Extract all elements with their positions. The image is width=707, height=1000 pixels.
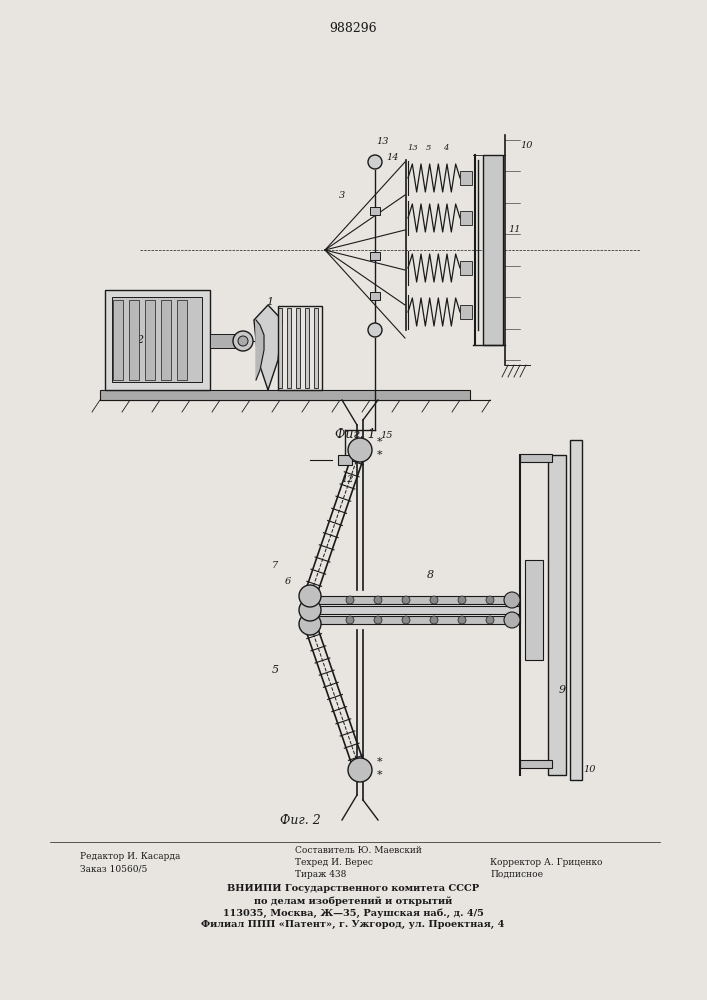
Text: 10: 10: [521, 140, 533, 149]
Text: Фиг. 1: Фиг. 1: [334, 428, 375, 442]
Text: *: *: [378, 450, 382, 460]
Bar: [520, 760, 552, 768]
Circle shape: [368, 323, 382, 337]
Text: 5: 5: [271, 665, 279, 675]
Bar: [287, 308, 291, 388]
Bar: [370, 207, 380, 215]
Text: 8: 8: [426, 570, 433, 580]
Bar: [177, 300, 187, 380]
Text: 13: 13: [377, 137, 390, 146]
Text: 12: 12: [341, 476, 354, 485]
Polygon shape: [254, 305, 282, 390]
Bar: [460, 305, 472, 319]
Circle shape: [348, 758, 372, 782]
Circle shape: [402, 616, 410, 624]
Polygon shape: [256, 320, 264, 380]
Circle shape: [238, 336, 248, 346]
Bar: [296, 308, 300, 388]
Text: 113035, Москва, Ж—35, Раушская наб., д. 4/5: 113035, Москва, Ж—35, Раушская наб., д. …: [223, 908, 484, 918]
Text: по делам изобретений и открытий: по делам изобретений и открытий: [254, 896, 452, 906]
Text: 2: 2: [136, 335, 144, 345]
Bar: [548, 455, 566, 775]
Text: Тираж 438: Тираж 438: [295, 870, 346, 879]
Text: 5: 5: [426, 144, 431, 152]
Circle shape: [430, 616, 438, 624]
Bar: [278, 306, 322, 390]
Circle shape: [346, 616, 354, 624]
Text: *: *: [378, 437, 382, 447]
Text: *: *: [378, 770, 382, 780]
Text: 13: 13: [408, 144, 419, 152]
Text: 15: 15: [381, 430, 393, 440]
Bar: [460, 211, 472, 225]
Bar: [305, 308, 309, 388]
Circle shape: [486, 616, 494, 624]
Text: 3: 3: [339, 190, 345, 200]
Text: *: *: [378, 757, 382, 767]
Bar: [113, 300, 123, 380]
Circle shape: [299, 613, 321, 635]
Text: Филиал ППП «Патент», г. Ужгород, ул. Проектная, 4: Филиал ППП «Патент», г. Ужгород, ул. Про…: [201, 920, 505, 929]
Text: Корректор А. Гриценко: Корректор А. Гриценко: [490, 858, 602, 867]
Bar: [314, 308, 318, 388]
Circle shape: [458, 616, 466, 624]
Bar: [460, 261, 472, 275]
Text: 4: 4: [443, 144, 449, 152]
Bar: [310, 606, 520, 614]
Circle shape: [348, 438, 372, 462]
Text: Техред И. Верес: Техред И. Верес: [295, 858, 373, 867]
Text: 7: 7: [272, 560, 278, 570]
Bar: [310, 596, 520, 604]
Circle shape: [346, 596, 354, 604]
Circle shape: [402, 596, 410, 604]
Bar: [570, 440, 582, 780]
Circle shape: [299, 585, 321, 607]
Circle shape: [374, 616, 382, 624]
Circle shape: [233, 331, 253, 351]
Text: Фиг. 2: Фиг. 2: [280, 814, 320, 826]
Text: ВНИИПИ Государственного комитета СССР: ВНИИПИ Государственного комитета СССР: [227, 884, 479, 893]
Text: Подписное: Подписное: [490, 870, 543, 879]
Circle shape: [368, 155, 382, 169]
Text: 14: 14: [387, 153, 399, 162]
Bar: [105, 290, 210, 390]
Bar: [520, 454, 552, 462]
Bar: [370, 292, 380, 300]
Bar: [525, 560, 543, 660]
Circle shape: [504, 592, 520, 608]
Text: 1: 1: [267, 297, 274, 307]
Bar: [460, 171, 472, 185]
Bar: [129, 300, 139, 380]
Text: 9: 9: [559, 685, 566, 695]
Text: Редактор И. Касарда: Редактор И. Касарда: [80, 852, 180, 861]
Bar: [100, 390, 470, 400]
Bar: [483, 155, 503, 345]
Text: Заказ 10560/5: Заказ 10560/5: [80, 864, 147, 873]
Bar: [310, 616, 520, 624]
Bar: [161, 300, 171, 380]
Bar: [338, 455, 352, 465]
Bar: [278, 308, 282, 388]
Bar: [210, 334, 235, 348]
Text: 11: 11: [509, 226, 521, 234]
Circle shape: [458, 596, 466, 604]
Text: Составитель Ю. Маевский: Составитель Ю. Маевский: [295, 846, 422, 855]
Circle shape: [504, 612, 520, 628]
Circle shape: [430, 596, 438, 604]
Circle shape: [299, 599, 321, 621]
Bar: [370, 252, 380, 260]
Bar: [112, 297, 202, 382]
Text: 10: 10: [584, 766, 596, 774]
Circle shape: [374, 596, 382, 604]
Text: 988296: 988296: [329, 21, 377, 34]
Text: 6: 6: [285, 578, 291, 586]
Circle shape: [486, 596, 494, 604]
Bar: [145, 300, 155, 380]
